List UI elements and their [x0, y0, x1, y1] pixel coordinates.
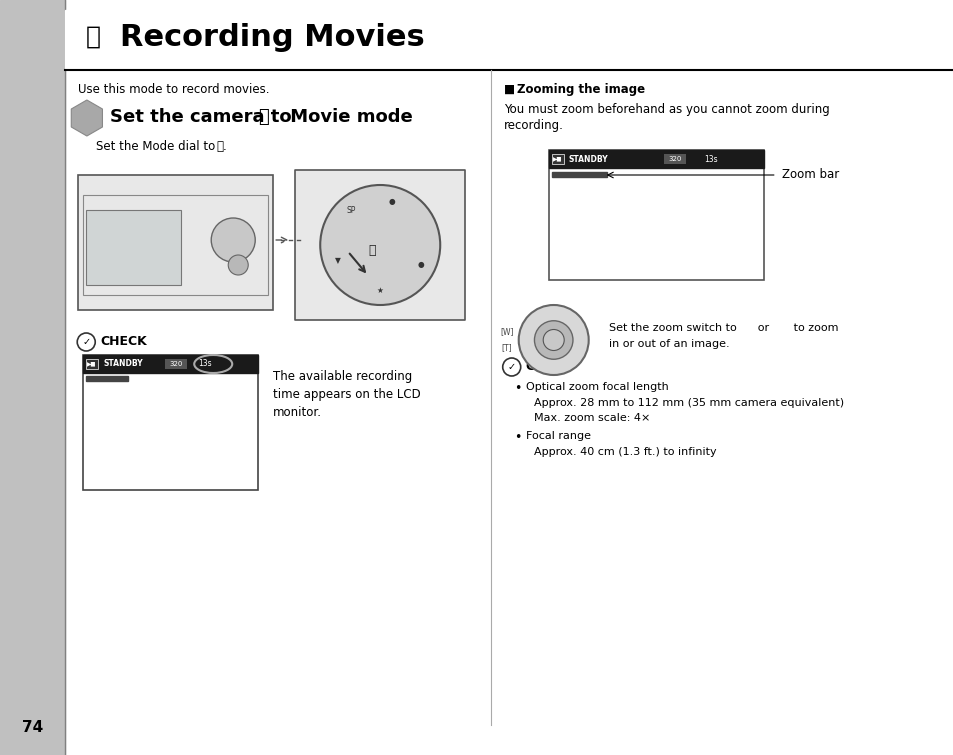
Text: 13s: 13s	[198, 359, 212, 368]
Bar	[294, 170, 465, 320]
Text: ▶■: ▶■	[553, 156, 562, 162]
Text: Set the camera to: Set the camera to	[110, 108, 297, 126]
Circle shape	[518, 305, 588, 375]
Bar	[83, 355, 258, 490]
Text: 🎦: 🎦	[257, 108, 269, 126]
Bar	[78, 175, 273, 310]
Bar	[663, 154, 685, 164]
Text: ●: ●	[417, 260, 424, 269]
Text: [T]: [T]	[501, 344, 512, 353]
Text: CHECK: CHECK	[100, 335, 147, 348]
Circle shape	[211, 218, 255, 262]
Circle shape	[542, 329, 563, 350]
Circle shape	[77, 333, 95, 351]
Text: 🎦.: 🎦.	[216, 140, 227, 153]
Text: STANDBY: STANDBY	[568, 155, 608, 164]
Text: ●: ●	[388, 197, 395, 206]
Text: [W]: [W]	[499, 328, 513, 337]
Text: CHECK: CHECK	[525, 360, 572, 373]
Text: Set the zoom switch to      or       to zoom: Set the zoom switch to or to zoom	[608, 323, 838, 333]
Text: 🎦: 🎦	[85, 25, 100, 49]
Bar	[165, 359, 187, 369]
Bar	[551, 154, 563, 164]
Bar	[83, 195, 268, 295]
Text: 13s: 13s	[703, 155, 717, 164]
Bar	[551, 172, 606, 177]
Bar	[86, 210, 181, 285]
Bar	[548, 150, 763, 280]
Text: Movie mode: Movie mode	[284, 108, 413, 126]
Text: STANDBY: STANDBY	[103, 359, 143, 368]
Text: You must zoom beforehand as you cannot zoom during: You must zoom beforehand as you cannot z…	[503, 103, 828, 116]
Text: 320: 320	[170, 361, 183, 367]
Bar	[86, 359, 98, 369]
Text: •: •	[513, 382, 520, 395]
Text: Max. zoom scale: 4×: Max. zoom scale: 4×	[533, 413, 649, 423]
Text: Recording Movies: Recording Movies	[120, 23, 424, 53]
Circle shape	[502, 358, 520, 376]
Polygon shape	[71, 100, 102, 136]
Text: ✓: ✓	[82, 337, 91, 347]
Bar	[86, 376, 128, 381]
Text: ✓: ✓	[507, 362, 516, 372]
Text: ▶■: ▶■	[88, 362, 97, 366]
Text: 🎦: 🎦	[368, 244, 375, 257]
Text: ▼: ▼	[335, 256, 340, 265]
Text: ★: ★	[376, 285, 383, 294]
Bar	[0, 0, 65, 755]
Bar	[65, 10, 953, 68]
Text: Set the Mode dial to: Set the Mode dial to	[96, 140, 219, 153]
Text: •: •	[513, 431, 520, 444]
Text: 320: 320	[667, 156, 680, 162]
Text: ■: ■	[503, 83, 515, 96]
Text: Focal range: Focal range	[525, 431, 590, 441]
Text: Use this mode to record movies.: Use this mode to record movies.	[78, 83, 270, 96]
Text: recording.: recording.	[503, 119, 563, 132]
Text: The available recording
time appears on the LCD
monitor.: The available recording time appears on …	[273, 370, 420, 419]
Bar	[548, 150, 763, 168]
Text: Approx. 40 cm (1.3 ft.) to infinity: Approx. 40 cm (1.3 ft.) to infinity	[533, 447, 716, 457]
Circle shape	[534, 321, 573, 359]
Text: in or out of an image.: in or out of an image.	[608, 339, 729, 349]
Text: Optical zoom focal length: Optical zoom focal length	[525, 382, 668, 392]
Circle shape	[228, 255, 248, 275]
Text: Approx. 28 mm to 112 mm (35 mm camera equivalent): Approx. 28 mm to 112 mm (35 mm camera eq…	[533, 398, 843, 408]
Bar	[83, 355, 258, 373]
Text: Zooming the image: Zooming the image	[517, 83, 644, 96]
Circle shape	[320, 185, 439, 305]
Text: Zoom bar: Zoom bar	[781, 168, 838, 181]
Text: 74: 74	[22, 720, 43, 735]
Text: SP: SP	[346, 206, 355, 215]
